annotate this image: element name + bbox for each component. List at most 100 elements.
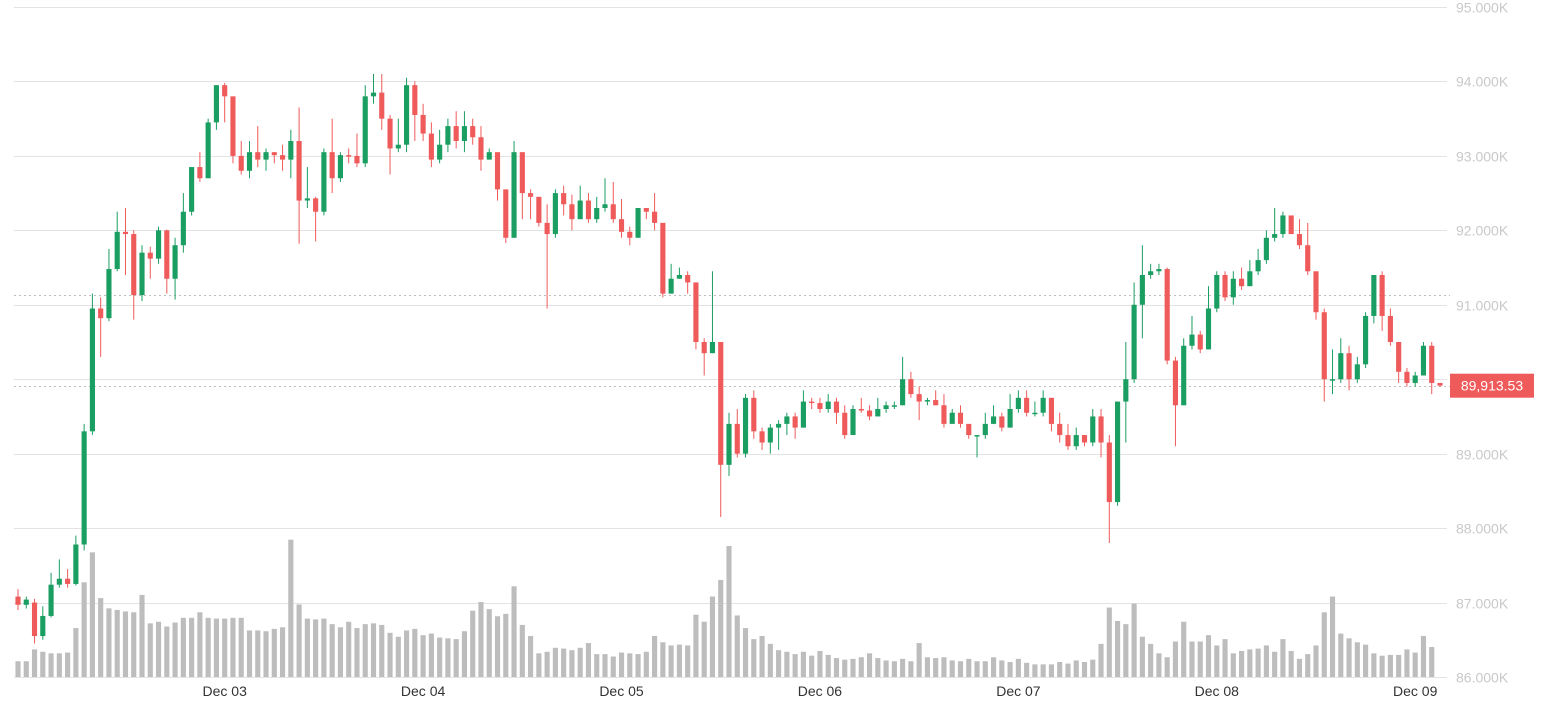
candle-down bbox=[999, 412, 1005, 432]
candle-up bbox=[635, 208, 641, 238]
candle-down bbox=[354, 133, 360, 168]
volume-bar bbox=[122, 611, 129, 677]
candle-down bbox=[966, 423, 972, 439]
candle-body bbox=[304, 198, 310, 201]
y-axis: 95.000K94.000K93.000K92.000K91.000K90.00… bbox=[1456, 0, 1509, 686]
candle-body bbox=[866, 410, 873, 417]
candle-down bbox=[809, 397, 815, 409]
candle-down bbox=[1222, 271, 1228, 302]
candle-up bbox=[395, 118, 401, 153]
volume-bar bbox=[437, 637, 443, 677]
candle-body bbox=[114, 231, 120, 270]
candle-body bbox=[718, 342, 724, 465]
candle-down bbox=[494, 152, 501, 201]
volume-bar bbox=[329, 624, 335, 677]
volume-bar bbox=[139, 594, 145, 677]
candle-body bbox=[676, 275, 682, 279]
candle-body bbox=[147, 252, 153, 259]
candle-down bbox=[1024, 390, 1030, 417]
candle-down bbox=[1048, 397, 1054, 432]
candle-down bbox=[957, 405, 964, 428]
candle-body bbox=[197, 167, 203, 179]
candle-down bbox=[751, 390, 757, 439]
volume-bar bbox=[809, 655, 815, 677]
last-price-label: 89,913.53 bbox=[1461, 378, 1523, 394]
volume-bar bbox=[734, 615, 740, 677]
volume-bar bbox=[1247, 649, 1253, 677]
candle-body bbox=[180, 211, 186, 246]
volume-bar bbox=[1329, 596, 1336, 677]
candle-down bbox=[238, 141, 244, 175]
candle-body bbox=[1263, 237, 1269, 261]
candle-up bbox=[1205, 286, 1212, 350]
volume-bar bbox=[255, 630, 261, 677]
volume-bar bbox=[412, 628, 418, 677]
candle-up bbox=[172, 237, 178, 300]
candle-body bbox=[957, 412, 964, 424]
candle-up bbox=[1090, 409, 1096, 447]
candle-body bbox=[321, 152, 327, 212]
volume-bar bbox=[1106, 607, 1112, 677]
volume-bar bbox=[304, 618, 310, 677]
y-tick-label: 89.000K bbox=[1456, 447, 1509, 463]
candle-down bbox=[147, 246, 153, 279]
candle-body bbox=[404, 85, 410, 145]
candle-up bbox=[1115, 401, 1121, 506]
candle-body bbox=[949, 412, 955, 424]
volume-bar bbox=[949, 660, 955, 677]
candle-down bbox=[569, 194, 575, 231]
candle-down bbox=[428, 122, 434, 168]
candle-body bbox=[734, 423, 740, 454]
candle-body bbox=[1148, 271, 1154, 275]
candle-body bbox=[1131, 304, 1137, 380]
volume-bar bbox=[1338, 633, 1344, 677]
volume-bar bbox=[883, 660, 889, 677]
candle-body bbox=[437, 144, 443, 160]
candle-down bbox=[230, 96, 236, 164]
candle-body bbox=[470, 126, 476, 138]
candle-body bbox=[1255, 260, 1261, 272]
candle-body bbox=[825, 401, 831, 409]
candle-down bbox=[941, 394, 947, 428]
volume-bar bbox=[511, 586, 517, 677]
volume-bar bbox=[478, 602, 484, 677]
volume-bar bbox=[213, 618, 219, 677]
candle-up bbox=[40, 606, 46, 640]
volume-bar bbox=[1057, 662, 1063, 677]
volume-bar bbox=[784, 651, 790, 677]
candle-down bbox=[1379, 271, 1385, 331]
candle-down bbox=[65, 569, 71, 588]
volume-bar bbox=[40, 651, 46, 677]
candle-up bbox=[1015, 390, 1021, 413]
candle-down bbox=[933, 390, 939, 406]
candle-up bbox=[1363, 312, 1369, 369]
x-tick-label: Dec 07 bbox=[996, 683, 1041, 699]
candle-up bbox=[1040, 390, 1046, 417]
y-tick-label: 95.000K bbox=[1456, 0, 1509, 16]
volume-bar bbox=[1048, 664, 1054, 677]
volume-bar bbox=[1098, 643, 1104, 677]
candle-up bbox=[106, 248, 112, 322]
volume-bar bbox=[362, 624, 368, 677]
y-tick-label: 92.000K bbox=[1456, 223, 1509, 239]
candle-up bbox=[1371, 275, 1377, 324]
candle-down bbox=[222, 82, 228, 123]
candle-body bbox=[528, 193, 534, 197]
candle-body bbox=[1420, 345, 1427, 376]
candle-body bbox=[602, 204, 608, 208]
candle-body bbox=[652, 211, 658, 223]
candle-up bbox=[139, 245, 145, 302]
volume-bar bbox=[453, 639, 459, 677]
candle-down bbox=[453, 111, 459, 149]
volume-bar bbox=[288, 539, 294, 677]
candle-body bbox=[643, 208, 649, 212]
candle-body bbox=[313, 198, 319, 212]
candle-down bbox=[379, 74, 385, 130]
candle-body bbox=[991, 416, 997, 424]
volume-bar bbox=[966, 658, 972, 677]
x-tick-label: Dec 05 bbox=[599, 683, 644, 699]
candle-down bbox=[197, 152, 203, 182]
candle-body bbox=[809, 401, 815, 404]
volume-bar bbox=[933, 658, 939, 677]
candle-body bbox=[627, 231, 633, 238]
